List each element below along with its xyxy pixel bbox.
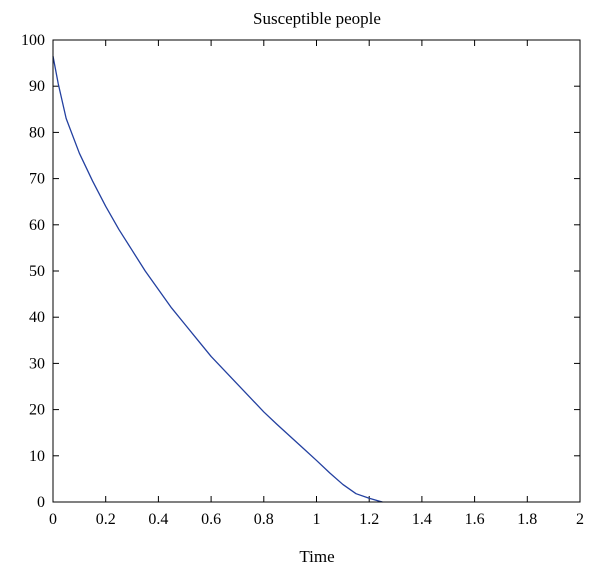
plot-frame xyxy=(52,39,581,503)
axis-ticks: 0 0.2 0.4 0.6 0.8 1 1.2 1.4 1.6 1.8 20102030405060… xyxy=(21,32,584,528)
y-tick-label: 60 xyxy=(29,217,45,234)
x-tick-label: 1.6 xyxy=(465,511,485,528)
y-tick-label: 100 xyxy=(21,32,45,49)
x-tick-label: 0.6 xyxy=(201,511,221,528)
y-tick-label: 40 xyxy=(29,309,45,326)
y-tick-label: 50 xyxy=(29,263,45,280)
x-tick-label: 0.2 xyxy=(96,511,116,528)
y-tick-label: 0 xyxy=(37,494,45,511)
x-tick-label: 1.8 xyxy=(517,511,537,528)
chart-title: Susceptible people xyxy=(253,9,381,28)
x-tick-label: 1.4 xyxy=(412,511,432,528)
y-tick-label: 20 xyxy=(29,402,45,419)
x-tick-label: 1.2 xyxy=(359,511,379,528)
y-tick-label: 30 xyxy=(29,355,45,372)
x-tick-label: 1 xyxy=(313,511,321,528)
y-tick-label: 10 xyxy=(29,448,45,465)
series-layer xyxy=(52,56,383,503)
series-line-0 xyxy=(52,56,383,503)
x-axis-label: Time xyxy=(299,547,334,566)
x-tick-label: 0 xyxy=(49,511,57,528)
x-tick-label: 0.4 xyxy=(148,511,168,528)
y-tick-label: 70 xyxy=(29,171,45,188)
x-tick-label: 0.8 xyxy=(254,511,274,528)
y-tick-label: 90 xyxy=(29,78,45,95)
x-tick-label: 2 xyxy=(576,511,584,528)
y-tick-label: 80 xyxy=(29,124,45,141)
